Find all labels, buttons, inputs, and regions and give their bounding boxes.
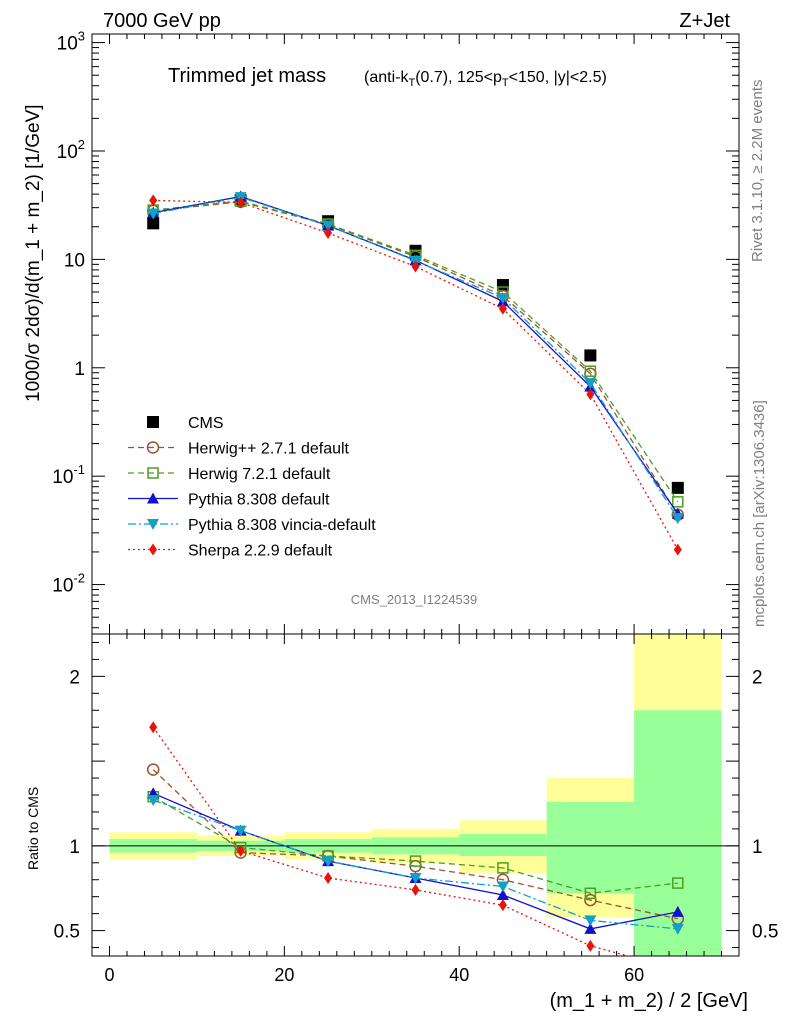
plot-title: Trimmed jet mass xyxy=(168,65,326,87)
ratio-y-tick-label-right: 2 xyxy=(752,667,763,688)
data-point xyxy=(149,194,158,207)
main-panel-series xyxy=(146,190,685,556)
legend-marker xyxy=(146,441,160,454)
inner-band-bin xyxy=(459,833,547,857)
x-tick-label: 0 xyxy=(104,965,114,985)
x-axis-label: (m_1 + m_2) / 2 [GeV] xyxy=(550,990,748,1012)
data-point xyxy=(322,220,335,232)
main-panel-axes: 10-2 10-1 1 10 102 103 xyxy=(52,29,740,635)
series-herwig-7-2-1-default xyxy=(147,195,684,508)
data-point xyxy=(671,905,684,917)
data-point xyxy=(584,922,597,934)
main-y-tick-label: 10 xyxy=(64,250,85,271)
data-point xyxy=(147,208,160,220)
plot-title-main: Trimmed jet mass xyxy=(168,65,326,87)
ratio-y-tick-label: 0.5 xyxy=(54,922,80,943)
data-point xyxy=(149,721,158,734)
legend: CMS Herwig++ 2.7.1 default Herwig 7.2.1 de… xyxy=(128,415,376,560)
main-y-tick-label: 1 xyxy=(74,359,85,380)
data-point xyxy=(147,217,160,230)
ratio-panel-series xyxy=(146,721,685,956)
data-point xyxy=(673,543,682,556)
legend-marker xyxy=(149,543,157,556)
data-point xyxy=(586,939,595,952)
data-point xyxy=(496,888,509,900)
ratio-y-tick-label-right: 0.5 xyxy=(752,922,778,943)
data-point xyxy=(586,388,595,401)
data-point xyxy=(322,856,335,868)
data-point xyxy=(671,481,684,494)
x-tick-label: 60 xyxy=(624,965,644,985)
mcplots-label: mcplots.cern.ch [arXiv:1306.3436] xyxy=(751,400,768,627)
data-point xyxy=(584,887,597,900)
data-point xyxy=(496,881,509,893)
data-point xyxy=(409,855,422,867)
main-y-tick-label: 10-2 xyxy=(52,571,85,597)
legend-label: Pythia 8.308 vincia-default xyxy=(188,517,376,534)
data-point xyxy=(324,227,333,240)
legend-label: Herwig++ 2.7.1 default xyxy=(188,441,350,458)
series-pythia-8-308-vincia-default xyxy=(147,795,684,935)
data-point xyxy=(146,763,160,776)
series-sherpa-2-2-9-default xyxy=(149,194,682,556)
data-point xyxy=(672,496,684,508)
data-point xyxy=(584,378,597,390)
data-point xyxy=(496,293,509,305)
data-point xyxy=(236,844,245,857)
data-point xyxy=(584,365,597,377)
inner-band-bin xyxy=(634,710,722,956)
legend-item-herwig-2-7-1-default: Herwig++ 2.7.1 default xyxy=(128,441,350,458)
data-point xyxy=(671,513,684,525)
data-point xyxy=(497,862,509,874)
ratio-panel-axes: 0 20 40 60 0.5 0.5 1 1 2 2 xyxy=(54,633,778,985)
data-point xyxy=(236,196,245,209)
x-tick-label: 40 xyxy=(449,965,469,985)
legend-item-pythia-8-308-vincia-default: Pythia 8.308 vincia-default xyxy=(128,517,376,534)
legend-item-herwig-7-2-1-default: Herwig 7.2.1 default xyxy=(128,466,331,483)
data-point xyxy=(411,883,420,896)
data-point xyxy=(324,872,333,885)
legend-marker xyxy=(147,519,159,530)
legend-label: Herwig 7.2.1 default xyxy=(188,466,331,483)
data-point xyxy=(234,825,247,837)
legend-marker xyxy=(147,467,159,479)
legend-item-pythia-8-308-default: Pythia 8.308 default xyxy=(128,492,330,509)
data-point xyxy=(147,795,160,807)
data-point xyxy=(584,893,597,907)
analysis-id: CMS_2013_I1224539 xyxy=(351,592,478,607)
legend-marker xyxy=(147,492,159,504)
main-y-tick-label: 103 xyxy=(57,29,85,55)
legend-label: Pythia 8.308 default xyxy=(188,492,330,509)
rivet-label: Rivet 3.1.10, ≥ 2.2M events xyxy=(749,80,766,263)
main-y-tick-label: 10-1 xyxy=(52,462,85,488)
data-point xyxy=(584,349,597,362)
ratio-y-axis-label: Ratio to CMS xyxy=(25,787,41,870)
legend-label: CMS xyxy=(188,415,224,432)
data-point xyxy=(411,260,420,273)
series-sherpa-2-2-9-default xyxy=(149,721,631,956)
legend-item-sherpa-2-2-9-default: Sherpa 2.2.9 default xyxy=(128,543,333,560)
header-left: 7000 GeV pp xyxy=(103,10,221,32)
ratio-y-tick-label: 1 xyxy=(69,837,80,858)
legend-marker xyxy=(147,416,159,428)
data-point xyxy=(672,877,684,889)
data-point xyxy=(498,899,507,912)
ratio-uncertainty-bands xyxy=(109,634,722,956)
main-y-axis-label: 1000/σ 2dσ)/d(m_1 + m_2) [1/GeV] xyxy=(23,104,44,402)
legend-label: Sherpa 2.2.9 default xyxy=(188,543,333,560)
ratio-y-tick-label-right: 1 xyxy=(752,837,763,858)
inner-band-bin xyxy=(546,801,635,894)
plot-title-detail: (anti-kT(0.7), 125<pT<150, |y|<2.5) xyxy=(364,69,607,89)
x-tick-label: 20 xyxy=(274,965,294,985)
data-point xyxy=(409,873,422,885)
header-right: Z+Jet xyxy=(679,10,730,32)
data-point xyxy=(496,279,509,292)
legend-item-cms: CMS xyxy=(147,415,224,432)
main-y-tick-label: 102 xyxy=(57,137,85,163)
data-point xyxy=(671,923,684,935)
data-point xyxy=(498,302,507,315)
data-point xyxy=(584,915,597,927)
ratio-y-tick-label: 2 xyxy=(69,667,80,688)
